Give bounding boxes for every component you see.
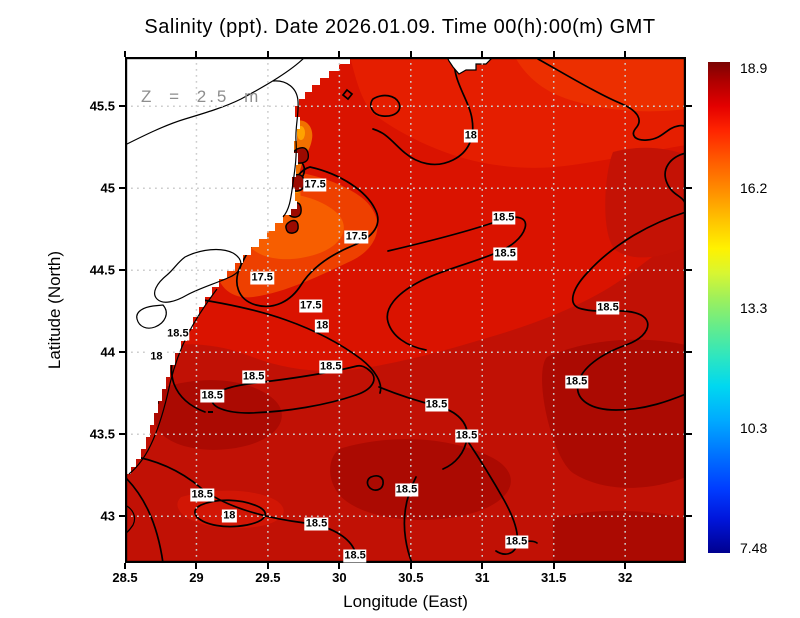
x-tick-mark-top (552, 51, 555, 57)
contour-label: 18.5 (319, 360, 343, 374)
map-plot-area: Z = 2.5 m 17.5 17.5 17.5 17.5 18 18 18 18 18.5 18… (125, 57, 686, 563)
x-tick-mark (552, 563, 555, 569)
x-tick-mark-top (409, 51, 412, 57)
x-tick-label: 30 (332, 570, 347, 585)
y-tick-mark-right (686, 187, 692, 190)
x-tick-label: 29.5 (255, 570, 281, 585)
x-tick-label: 28.5 (112, 570, 138, 585)
contour-label: 17.5 (344, 230, 369, 244)
x-tick-label: 31 (475, 570, 490, 585)
contour-label: 17.5 (303, 178, 327, 192)
contour-label: 18 (149, 350, 164, 364)
contour-label: 18.5 (424, 398, 449, 412)
x-tick-label: 29 (189, 570, 204, 585)
contour-label: 18.5 (596, 301, 620, 315)
contour-label: 18.5 (454, 429, 479, 443)
x-axis-label: Longitude (East) (343, 592, 468, 611)
contour-label: 18.5 (564, 375, 589, 389)
x-tick-mark (124, 563, 126, 569)
contour-label: 17.5 (299, 299, 323, 313)
colorbar-tick-label: 13.3 (740, 300, 768, 316)
y-tick-mark (119, 351, 125, 354)
contour-label: 18.5 (190, 488, 214, 502)
y-tick-mark (119, 187, 125, 190)
land-notch (446, 57, 494, 75)
contour-label: 18.5 (394, 483, 419, 497)
y-tick-mark-right (686, 515, 692, 518)
y-tick-label: 43 (100, 508, 115, 524)
y-tick-label: 44.5 (89, 262, 115, 278)
x-tick-mark-top (624, 51, 627, 57)
contour-label: 18.5 (491, 211, 516, 225)
x-tick-mark (624, 563, 627, 569)
y-tick-mark (119, 269, 125, 272)
contour-label: 18.5 (304, 517, 329, 531)
y-tick-mark-right (686, 351, 692, 354)
y-tick-label: 44 (100, 344, 115, 360)
grid-lines (125, 57, 686, 563)
map-canvas (125, 57, 686, 563)
y-tick-mark (119, 433, 125, 436)
contour-label: 18 (463, 129, 478, 143)
y-tick-mark-right (686, 105, 692, 108)
coastline (125, 57, 306, 535)
x-tick-mark (409, 563, 412, 569)
contour-label: 17.5 (250, 271, 274, 285)
x-tick-label: 30.5 (398, 570, 424, 585)
plot-title: Salinity (ppt). Date 2026.01.09. Time 00… (144, 16, 656, 38)
x-tick-mark (481, 563, 484, 569)
contour-label: 18.5 (166, 327, 190, 341)
contour-label: 18.5 (493, 247, 517, 261)
x-tick-mark (266, 563, 269, 569)
plot-border (125, 57, 686, 563)
y-tick-mark (119, 105, 125, 108)
contour-label: 18.5 (241, 370, 266, 384)
colorbar-tick-label: 16.2 (740, 180, 768, 196)
x-tick-label: 32 (617, 570, 633, 585)
y-tick-label: 45.5 (89, 98, 115, 114)
colorbar-tick-label: 7.48 (740, 540, 768, 556)
x-tick-mark-top (338, 51, 341, 57)
contour-label: 18 (315, 319, 330, 333)
colorbar (708, 62, 730, 553)
contour-label: 18.5 (343, 549, 367, 563)
contour-label: 18.5 (200, 389, 224, 403)
y-tick-label: 43.5 (89, 426, 115, 442)
y-tick-mark-right (686, 269, 692, 272)
y-tick-mark (119, 515, 125, 518)
depth-annotation: Z = 2.5 m (141, 87, 262, 106)
x-tick-mark-top (481, 51, 484, 57)
colorbar-tick-label: 18.9 (740, 60, 768, 76)
colorbar-tick-label: 10.3 (740, 420, 768, 436)
contour-label: 18.5 (504, 535, 529, 549)
x-tick-mark (338, 563, 341, 569)
land-mask (125, 57, 350, 474)
x-tick-mark (195, 563, 198, 569)
x-tick-label: 31.5 (541, 570, 567, 585)
x-tick-mark-top (195, 51, 198, 57)
y-tick-label: 45 (100, 180, 115, 196)
x-tick-mark-top (124, 51, 126, 57)
y-axis-label: Latitude (North) (45, 250, 64, 370)
y-tick-mark-right (686, 433, 692, 436)
x-tick-mark-top (266, 51, 269, 57)
contour-label: 18 (222, 509, 237, 523)
